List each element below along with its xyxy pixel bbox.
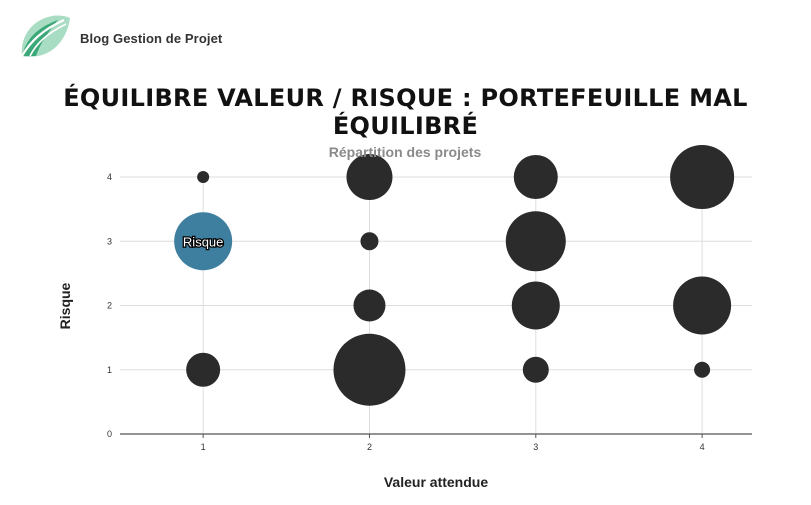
data-bubble: [505, 211, 566, 272]
data-bubble: [360, 232, 379, 251]
x-tick-label: 3: [533, 442, 538, 452]
x-tick-label: 2: [367, 442, 372, 452]
x-tick-label: 1: [201, 442, 206, 452]
data-bubble: [694, 361, 711, 378]
data-bubble: [353, 289, 386, 322]
data-bubble: [511, 281, 560, 330]
leaf-logo-icon: [21, 15, 70, 57]
x-axis-label: Valeur attendue: [384, 474, 488, 490]
bubble-label: Risque: [183, 234, 223, 249]
data-bubble: [522, 356, 549, 383]
brand-header: Blog Gestion de Projet: [18, 12, 222, 60]
page-title: ÉQUILIBRE VALEUR / RISQUE : PORTEFEUILLE…: [63, 84, 748, 140]
tick-labels: 0 1 2 3 4 1 2 3 4: [107, 172, 705, 452]
y-tick-label: 1: [107, 365, 112, 375]
data-bubble: [346, 154, 393, 200]
y-tick-label: 2: [107, 301, 112, 311]
data-bubble: [673, 276, 732, 335]
data-bubble: [670, 145, 735, 209]
data-bubble: [513, 155, 558, 199]
x-tick-label: 4: [700, 442, 705, 452]
y-tick-label: 4: [107, 172, 112, 182]
data-points: Risque: [174, 145, 735, 406]
y-tick-label: 0: [107, 429, 112, 439]
brand-name: Blog Gestion de Projet: [80, 30, 223, 46]
highlighted-bubble: [174, 212, 233, 271]
data-bubble: [186, 352, 221, 387]
data-bubble: [333, 333, 406, 406]
y-axis-label: Risque: [57, 282, 73, 329]
data-bubble: [197, 171, 210, 183]
chart-title: Répartition des projets: [329, 144, 482, 160]
y-tick-label: 3: [107, 236, 112, 246]
